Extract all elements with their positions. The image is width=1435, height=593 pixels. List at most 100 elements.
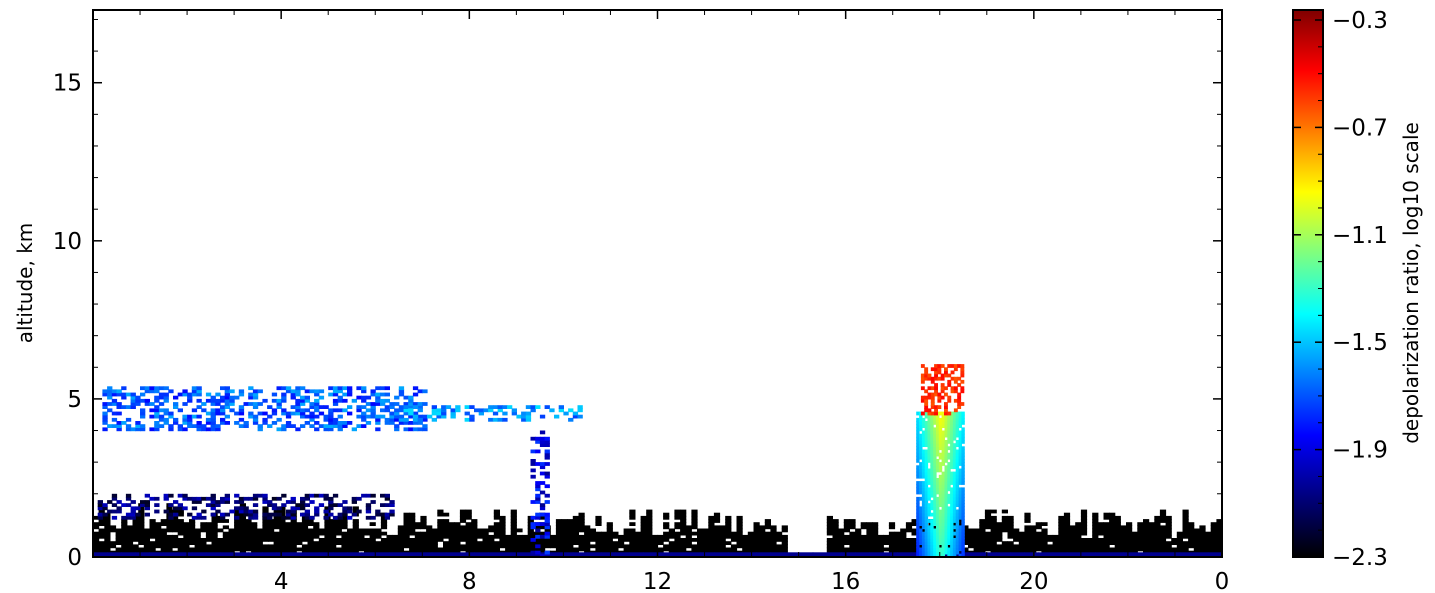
heatmap-cell <box>916 496 920 501</box>
heatmap-cell <box>97 500 103 504</box>
heatmap-cell <box>958 443 962 447</box>
heatmap-cell <box>916 411 920 416</box>
heatmap-cell <box>947 414 951 419</box>
heatmap-cell <box>973 544 980 549</box>
heatmap-cell <box>955 417 960 422</box>
heatmap-cell <box>671 552 687 557</box>
heatmap-cell <box>1182 528 1189 533</box>
heatmap-cell <box>271 392 278 397</box>
heatmap-cell <box>140 500 146 504</box>
heatmap-cell <box>958 421 962 425</box>
heatmap-cell <box>301 531 309 536</box>
heatmap-cell <box>919 509 923 514</box>
heatmap-cell <box>341 534 348 539</box>
heatmap-cell <box>555 544 563 549</box>
heatmap-cell <box>443 544 450 549</box>
heatmap-cell <box>191 414 198 419</box>
heatmap-cell <box>132 538 139 542</box>
heatmap-cell <box>183 547 190 552</box>
heatmap-cell <box>960 379 965 384</box>
heatmap-cell <box>680 512 687 517</box>
heatmap-cell <box>539 436 546 441</box>
heatmap-cell <box>370 389 376 394</box>
heatmap-cell <box>916 424 920 428</box>
heatmap-cell <box>414 531 421 536</box>
heatmap-cell <box>866 525 873 530</box>
heatmap-cell <box>947 474 951 479</box>
heatmap-cell <box>191 392 198 397</box>
heatmap-cell <box>940 373 945 378</box>
plot-frame <box>92 9 1223 558</box>
heatmap-cell <box>409 528 416 533</box>
heatmap-cell <box>1052 534 1059 539</box>
heatmap-cell <box>324 534 331 539</box>
heatmap-cell <box>342 398 348 403</box>
heatmap-cell <box>832 525 839 530</box>
heatmap-cell <box>262 519 269 523</box>
heatmap-cell <box>126 544 134 549</box>
heatmap-cell <box>93 522 100 526</box>
heatmap-cell <box>947 424 951 428</box>
heatmap-cell <box>952 506 957 511</box>
heatmap-cell <box>924 433 929 438</box>
heatmap-cell <box>584 541 591 545</box>
heatmap-cell <box>527 531 534 536</box>
heatmap-cell <box>332 503 339 507</box>
heatmap-cell <box>982 552 997 557</box>
heatmap-cell <box>307 519 314 523</box>
heatmap-cell <box>1176 538 1183 542</box>
heatmap-cell <box>927 474 931 479</box>
heatmap-cell <box>691 522 698 526</box>
heatmap-cell <box>979 522 986 526</box>
heatmap-cell <box>324 525 331 530</box>
heatmap-cell <box>930 376 935 381</box>
heatmap-cell <box>361 417 367 422</box>
heatmap-cell <box>375 512 381 517</box>
heatmap-cell <box>149 544 156 549</box>
heatmap-cell <box>866 522 873 526</box>
heatmap-cell <box>304 496 310 501</box>
heatmap-cell <box>924 462 929 466</box>
heatmap-cell <box>651 544 659 549</box>
heatmap-cell <box>210 500 216 504</box>
heatmap-cell <box>742 541 749 545</box>
heatmap-cell <box>397 547 404 552</box>
heatmap-cell <box>685 541 692 545</box>
heatmap-cell <box>290 405 296 409</box>
heatmap-cell <box>944 474 948 479</box>
heatmap-cell <box>281 493 287 498</box>
heatmap-cell <box>375 541 382 545</box>
heatmap-cell <box>1080 519 1088 523</box>
heatmap-cell <box>561 519 568 523</box>
heatmap-cell <box>420 541 427 545</box>
heatmap-cell <box>210 512 216 517</box>
heatmap-cell <box>572 414 579 419</box>
heatmap-cell <box>220 395 226 400</box>
heatmap-cell <box>1123 552 1138 557</box>
heatmap-cell <box>1035 525 1042 530</box>
heatmap-cell <box>1188 544 1195 549</box>
heatmap-cell <box>941 550 945 555</box>
heatmap-cell <box>135 424 141 428</box>
heatmap-cell <box>267 512 273 517</box>
heatmap-cell <box>888 534 896 539</box>
heatmap-cell <box>944 417 948 422</box>
heatmap-cell <box>210 402 216 406</box>
heatmap-cell <box>1103 512 1110 517</box>
heatmap-cell <box>919 484 923 489</box>
heatmap-cell <box>102 392 108 397</box>
heatmap-cell <box>104 519 111 523</box>
heatmap-cell <box>455 405 461 409</box>
heatmap-cell <box>1159 547 1167 552</box>
heatmap-cell <box>273 531 280 536</box>
heatmap-cell <box>832 541 839 545</box>
heatmap-cell <box>191 389 198 394</box>
heatmap-cell <box>558 552 574 557</box>
heatmap-cell <box>950 430 954 435</box>
heatmap-cell <box>328 503 334 507</box>
heatmap-cell <box>921 440 926 444</box>
heatmap-cell <box>488 534 495 539</box>
heatmap-cell <box>488 405 494 409</box>
heatmap-cell <box>920 386 925 391</box>
heatmap-cell <box>268 519 275 523</box>
